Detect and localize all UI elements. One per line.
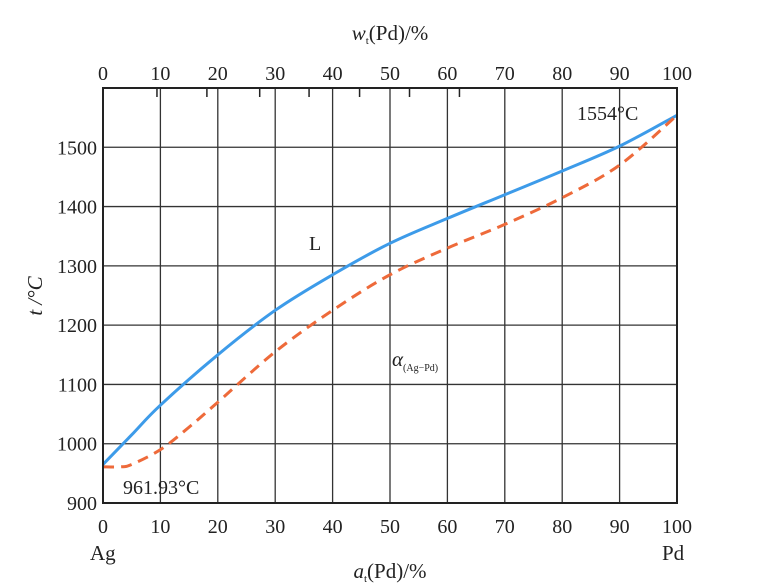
top-tick-label: 90 xyxy=(610,63,630,85)
plot-frame xyxy=(102,87,678,504)
x-tick-label: 40 xyxy=(323,516,343,538)
pd-melting-point-label: 1554°C xyxy=(577,103,638,125)
top-tick-label: 10 xyxy=(150,63,170,85)
x-tick-label: 70 xyxy=(495,516,515,538)
liquidus-curve xyxy=(101,113,678,466)
top-tick-label: 0 xyxy=(98,63,108,85)
solid-region-label: α(Ag−Pd) xyxy=(392,347,438,374)
top-tick-label: 20 xyxy=(208,63,228,85)
curves xyxy=(101,113,678,469)
top-axis-label: wt(Pd)/% xyxy=(352,21,429,47)
y-tick-label: 1000 xyxy=(57,434,97,456)
element-label-ag: Ag xyxy=(90,541,116,565)
x-tick-label: 10 xyxy=(150,516,170,538)
y-tick-label: 1300 xyxy=(57,256,97,278)
top-tick-label: 100 xyxy=(662,63,692,85)
element-label-pd: Pd xyxy=(662,541,685,565)
top-tick-label: 50 xyxy=(380,63,400,85)
y-axis-label: t /°C xyxy=(23,275,47,315)
x-tick-label: 90 xyxy=(610,516,630,538)
top-tick-label: 60 xyxy=(437,63,457,85)
y-tick-label: 1100 xyxy=(58,374,97,396)
top-tick-label: 70 xyxy=(495,63,515,85)
x-tick-label: 30 xyxy=(265,516,285,538)
liquid-region-label: L xyxy=(309,233,321,255)
x-tick-label: 0 xyxy=(98,516,108,538)
y-tick-label: 900 xyxy=(67,493,97,515)
x-tick-label: 80 xyxy=(552,516,572,538)
top-tick-label: 30 xyxy=(265,63,285,85)
top-tick-label: 80 xyxy=(552,63,572,85)
bottom-axis-label: at(Pd)/% xyxy=(353,559,426,585)
ag-melting-point-label: 961.93°C xyxy=(123,477,199,499)
y-tick-label: 1400 xyxy=(57,197,97,219)
x-tick-label: 100 xyxy=(662,516,692,538)
y-tick-label: 1500 xyxy=(57,137,97,159)
solidus-curve xyxy=(102,114,678,469)
x-tick-label: 20 xyxy=(208,516,228,538)
x-tick-label: 60 xyxy=(437,516,457,538)
top-tick-label: 40 xyxy=(323,63,343,85)
grid xyxy=(103,88,677,503)
ticks: 0 10 20 30 40 50 60 70 80 90 1000 10 20 30 40 50 60 70 80 9… xyxy=(57,63,692,538)
x-tick-label: 50 xyxy=(380,516,400,538)
y-tick-label: 1200 xyxy=(57,315,97,337)
